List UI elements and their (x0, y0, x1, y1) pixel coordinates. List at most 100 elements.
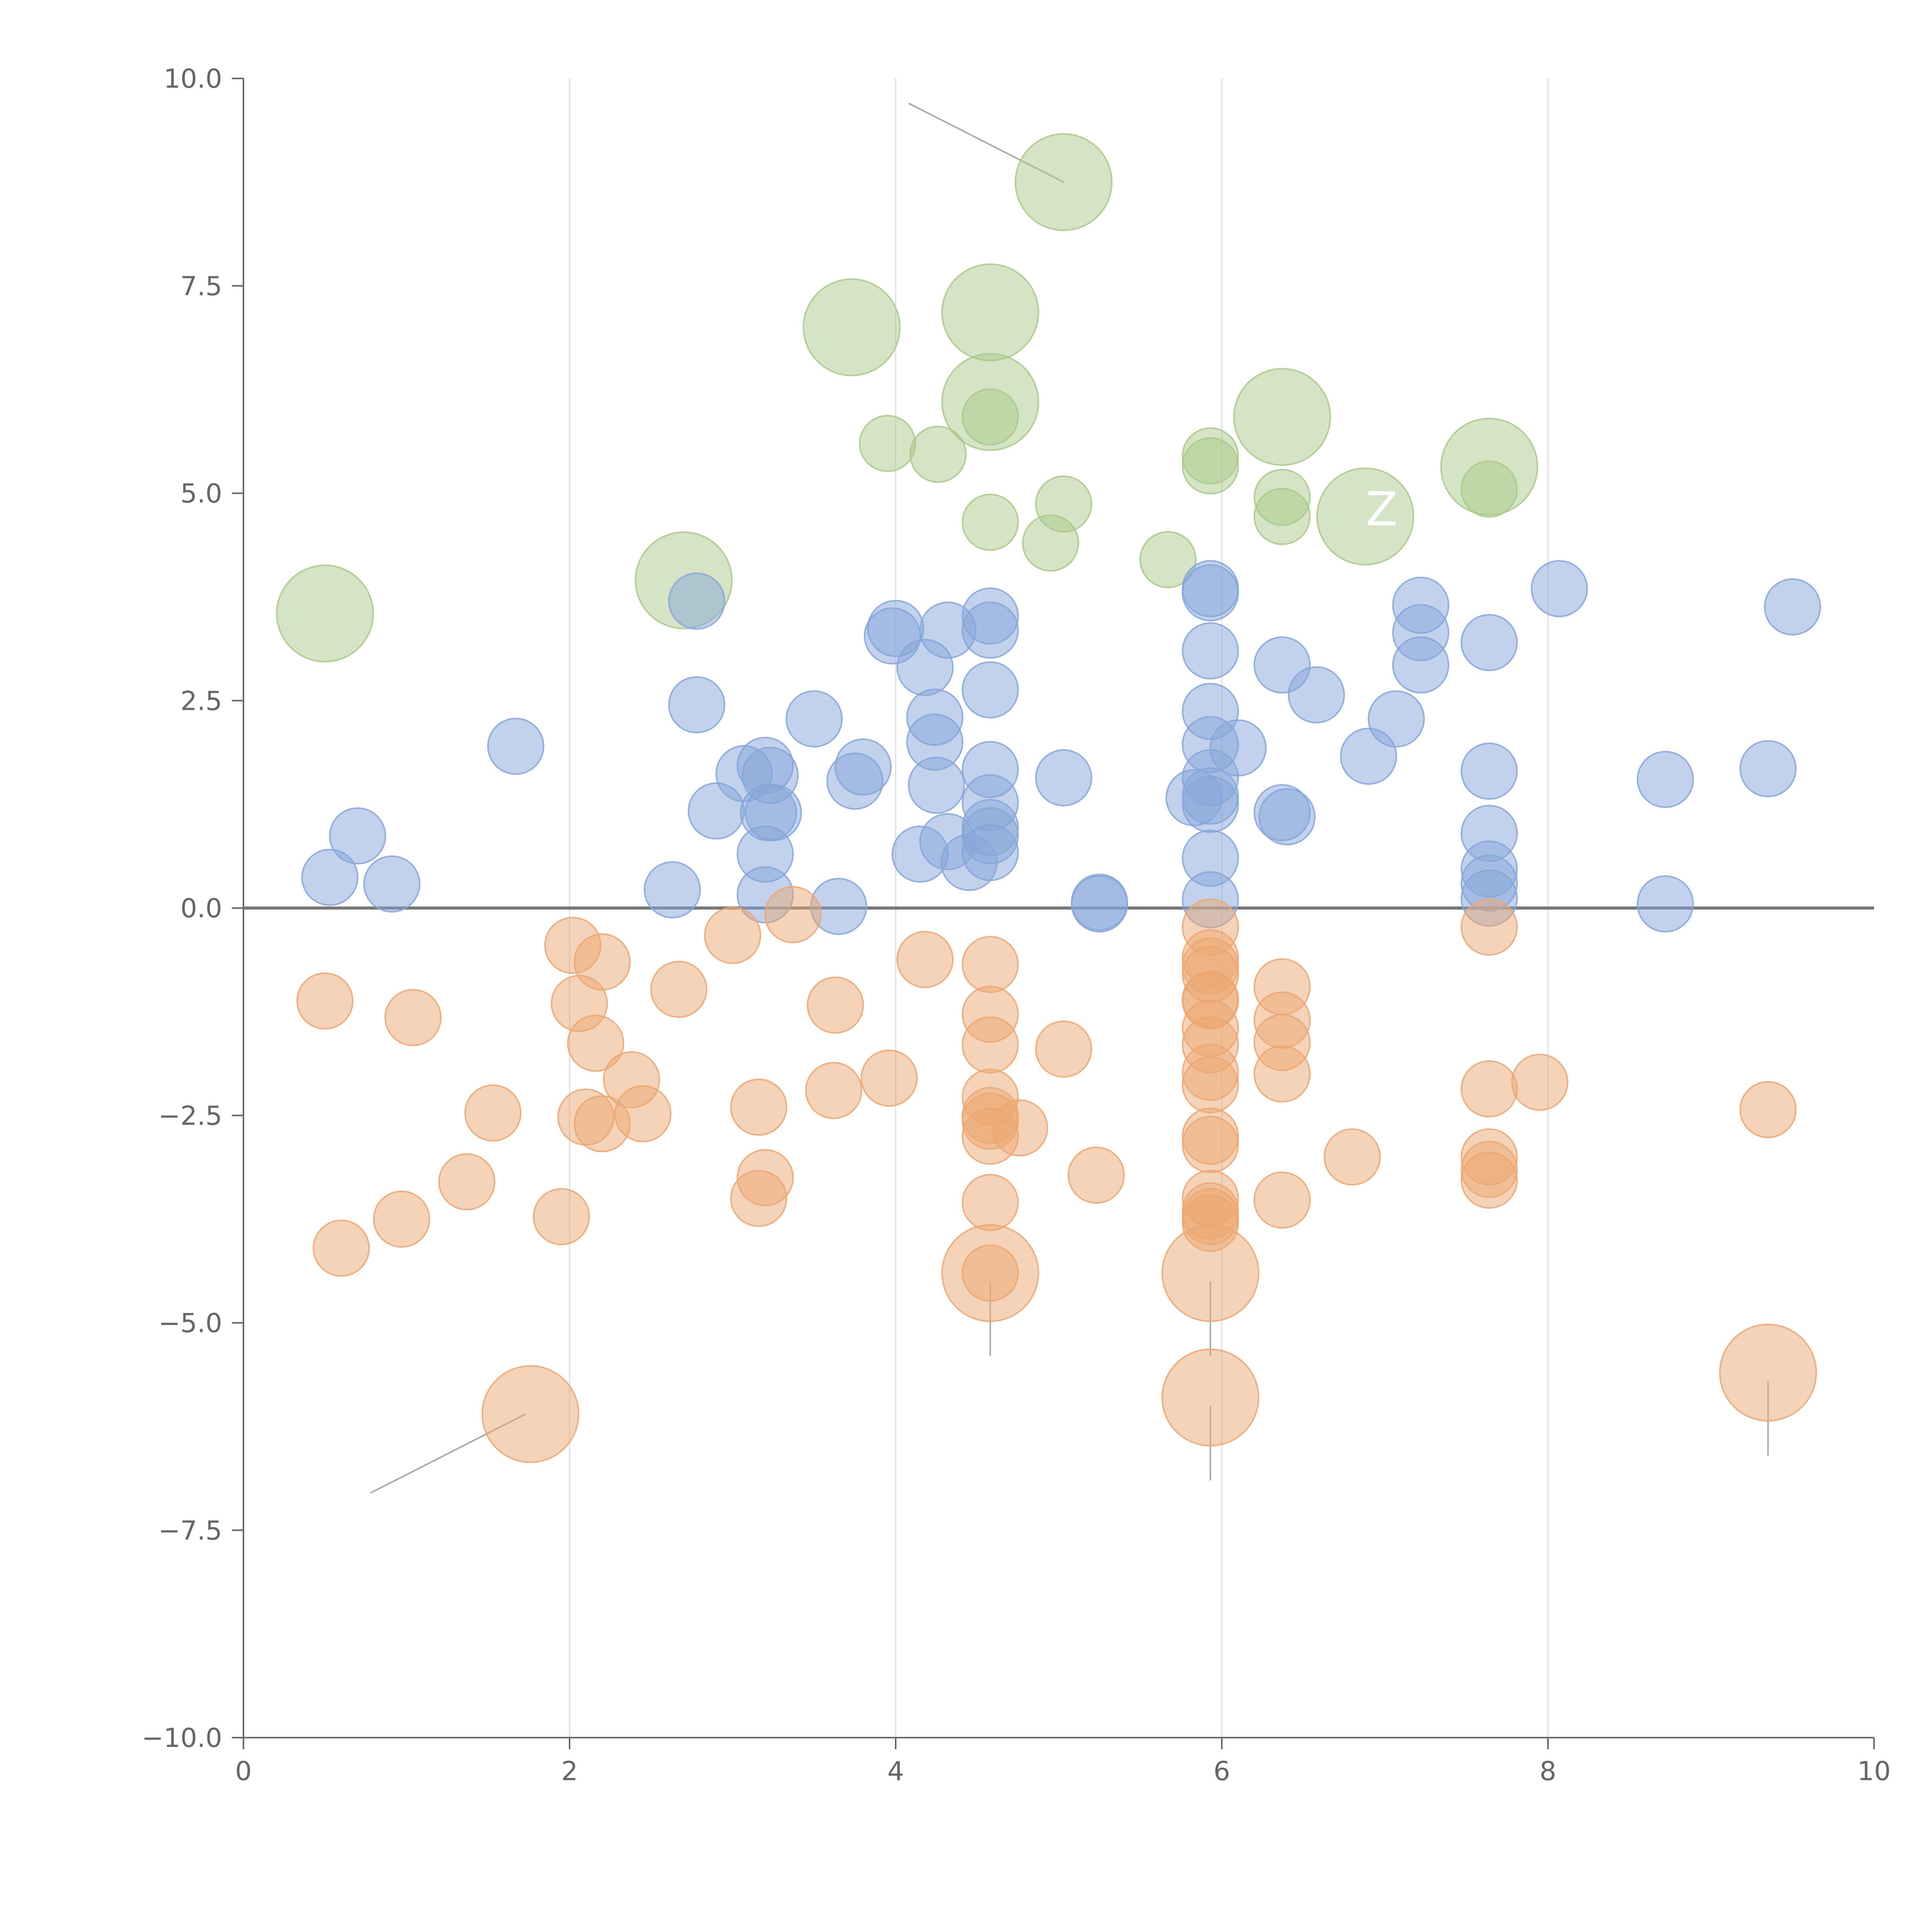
blue-point (1182, 564, 1239, 622)
orange-point (961, 1016, 1019, 1074)
orange-point (1253, 1171, 1311, 1229)
x-tick-label: 10 (1857, 1756, 1891, 1787)
y-tick-label: −5.0 (158, 1308, 222, 1339)
orange-point (861, 1049, 918, 1107)
green-point (1014, 133, 1113, 231)
orange-point (573, 933, 631, 991)
orange-point (650, 961, 707, 1018)
orange-point (730, 1170, 787, 1227)
blue-point (1071, 875, 1128, 933)
point-layer (276, 133, 1821, 1463)
orange-point (961, 1244, 1019, 1302)
x-tick-label: 0 (235, 1756, 252, 1787)
blue-point (1367, 690, 1425, 748)
orange-point (1035, 1020, 1092, 1078)
blue-point (961, 601, 1019, 659)
orange-point (438, 1153, 496, 1211)
orange-point (1182, 1116, 1239, 1173)
y-tick-label: −2.5 (158, 1101, 222, 1131)
blue-point (1209, 719, 1267, 777)
y-tick-label: 2.5 (180, 686, 222, 716)
green-point (1139, 531, 1197, 588)
orange-point (384, 989, 442, 1046)
blue-point (363, 855, 421, 913)
blue-point (668, 572, 726, 630)
orange-point (764, 886, 822, 944)
green-point (1461, 460, 1518, 518)
orange-point (961, 1174, 1019, 1231)
blue-point (1636, 875, 1694, 933)
y-tick-label: −10.0 (142, 1723, 222, 1753)
orange-point (1739, 1081, 1797, 1138)
blue-point (961, 824, 1019, 881)
orange-point (313, 1219, 370, 1277)
annotation-layer: Z (1366, 483, 1397, 536)
y-tick-label: 10.0 (164, 64, 222, 94)
blue-point (1035, 749, 1092, 806)
orange-point (1182, 1056, 1239, 1114)
blue-point (1739, 740, 1797, 798)
blue-point (1461, 742, 1518, 800)
x-tick-label: 8 (1539, 1756, 1556, 1787)
blue-point (1258, 788, 1316, 845)
green-point (803, 278, 901, 376)
blue-point (1182, 776, 1239, 833)
orange-point (1253, 1045, 1311, 1103)
blue-point (487, 718, 544, 775)
orange-point (1068, 1146, 1125, 1204)
green-point (961, 493, 1019, 551)
orange-point (296, 972, 354, 1030)
green-point (1233, 368, 1331, 466)
blue-point (834, 738, 892, 796)
orange-point (1511, 1053, 1568, 1111)
green-point (276, 565, 374, 663)
orange-point (991, 1099, 1048, 1156)
green-point (1316, 467, 1415, 566)
green-point (859, 415, 916, 472)
orange-point (373, 1190, 430, 1248)
orange-point (961, 935, 1019, 993)
axis-layer: 0 2 4 6 8 10 10.0 7.5 5.0 2.5 0.0 −2.5 −5.0 −7.5 −10.0 (142, 64, 1891, 1787)
blue-point (1764, 578, 1821, 636)
blue-point (329, 807, 386, 865)
orange-point (1461, 1151, 1518, 1209)
blue-point (668, 676, 726, 733)
blue-point (1636, 751, 1694, 808)
green-point (1022, 514, 1079, 572)
orange-point (614, 1085, 672, 1143)
orange-point (704, 906, 761, 964)
blue-point (908, 757, 965, 814)
green-point (1182, 437, 1239, 495)
blue-point (1531, 560, 1588, 617)
x-tick-label: 4 (887, 1756, 904, 1787)
blue-point (1461, 614, 1518, 671)
orange-point (1182, 1194, 1239, 1252)
x-tick-label: 6 (1213, 1756, 1230, 1787)
orange-point (481, 1365, 580, 1463)
orange-point (805, 1062, 862, 1119)
blue-point (786, 690, 843, 748)
orange-point (567, 1014, 624, 1072)
green-point (941, 263, 1039, 362)
orange-point (532, 1188, 590, 1245)
orange-point (1461, 898, 1518, 956)
blue-point (1392, 636, 1449, 694)
orange-point (1161, 1349, 1260, 1447)
blue-point (961, 661, 1019, 719)
blue-point (301, 849, 359, 906)
blue-point (643, 861, 701, 918)
green-point (961, 388, 1019, 446)
orange-point (464, 1084, 522, 1142)
orange-point (1461, 1060, 1518, 1118)
orange-point (896, 931, 954, 988)
blue-point (1182, 622, 1239, 680)
y-tick-label: 0.0 (180, 893, 222, 924)
y-tick-label: 7.5 (180, 271, 222, 302)
orange-point (1323, 1128, 1381, 1186)
orange-point (730, 1078, 787, 1136)
green-point (909, 425, 967, 483)
point-annotation: Z (1366, 483, 1397, 536)
green-point (1253, 488, 1311, 545)
